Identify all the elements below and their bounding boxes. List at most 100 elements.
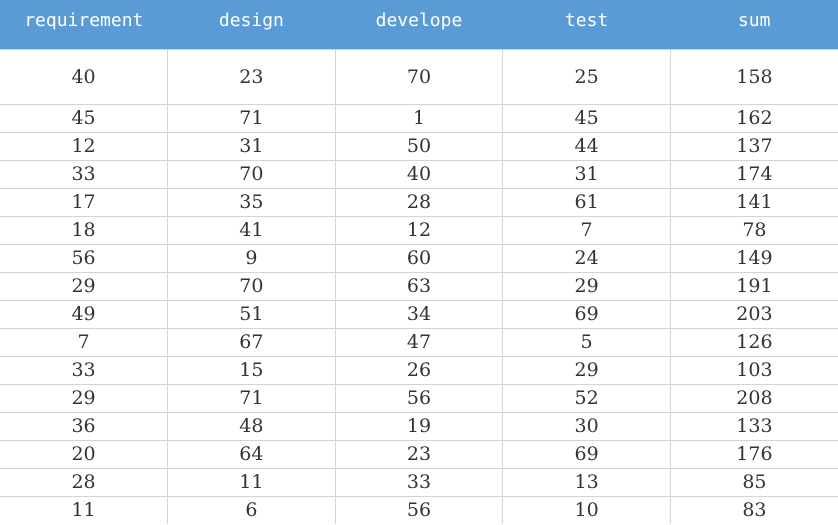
cell-develope[interactable]: 70	[334, 49, 504, 105]
table-row[interactable]: 49 51 34 69 203	[0, 300, 838, 329]
cell-design[interactable]: 11	[167, 468, 336, 497]
cell-sum[interactable]: 83	[669, 496, 838, 524]
cell-develope[interactable]: 28	[334, 188, 504, 217]
cell-develope[interactable]: 12	[334, 216, 504, 245]
cell-develope[interactable]: 60	[334, 244, 504, 273]
cell-design[interactable]: 70	[167, 272, 336, 301]
cell-design[interactable]: 51	[167, 300, 336, 329]
cell-requirement[interactable]: 33	[0, 160, 169, 189]
cell-requirement[interactable]: 12	[0, 132, 169, 161]
cell-test[interactable]: 69	[502, 440, 671, 469]
cell-test[interactable]: 10	[502, 496, 671, 524]
cell-develope[interactable]: 19	[334, 412, 504, 441]
cell-test[interactable]: 44	[502, 132, 671, 161]
cell-requirement[interactable]: 17	[0, 188, 169, 217]
cell-test[interactable]: 45	[502, 104, 671, 133]
cell-requirement[interactable]: 29	[0, 272, 169, 301]
cell-requirement[interactable]: 20	[0, 440, 169, 469]
cell-test[interactable]: 30	[502, 412, 671, 441]
cell-develope[interactable]: 34	[334, 300, 504, 329]
table-row[interactable]: 18 41 12 7 78	[0, 216, 838, 245]
header-sum[interactable]: sum	[670, 0, 838, 50]
cell-sum[interactable]: 162	[669, 104, 838, 133]
cell-test[interactable]: 69	[502, 300, 671, 329]
cell-sum[interactable]: 141	[669, 188, 838, 217]
table-row[interactable]: 12 31 50 44 137	[0, 132, 838, 161]
cell-design[interactable]: 31	[167, 132, 336, 161]
cell-sum[interactable]: 149	[669, 244, 838, 273]
table-row[interactable]: 29 71 56 52 208	[0, 384, 838, 413]
cell-sum[interactable]: 203	[669, 300, 838, 329]
cell-requirement[interactable]: 45	[0, 104, 169, 133]
cell-test[interactable]: 24	[502, 244, 671, 273]
cell-sum[interactable]: 137	[669, 132, 838, 161]
cell-test[interactable]: 29	[502, 356, 671, 385]
cell-design[interactable]: 41	[167, 216, 336, 245]
cell-requirement[interactable]: 11	[0, 496, 169, 524]
cell-sum[interactable]: 133	[669, 412, 838, 441]
cell-requirement[interactable]: 18	[0, 216, 169, 245]
cell-sum[interactable]: 174	[669, 160, 838, 189]
cell-design[interactable]: 23	[167, 49, 336, 105]
cell-test[interactable]: 29	[502, 272, 671, 301]
cell-design[interactable]: 48	[167, 412, 336, 441]
cell-develope[interactable]: 23	[334, 440, 504, 469]
cell-design[interactable]: 9	[167, 244, 336, 273]
cell-design[interactable]: 64	[167, 440, 336, 469]
cell-develope[interactable]: 26	[334, 356, 504, 385]
cell-design[interactable]: 71	[167, 104, 336, 133]
cell-develope[interactable]: 1	[334, 104, 504, 133]
cell-test[interactable]: 25	[502, 49, 671, 105]
table-row[interactable]: 40 23 70 25 158	[0, 49, 838, 105]
table-row[interactable]: 28 11 33 13 85	[0, 468, 838, 497]
cell-design[interactable]: 67	[167, 328, 336, 357]
cell-develope[interactable]: 47	[334, 328, 504, 357]
cell-test[interactable]: 52	[502, 384, 671, 413]
header-design[interactable]: design	[167, 0, 336, 50]
cell-develope[interactable]: 63	[334, 272, 504, 301]
cell-test[interactable]: 7	[502, 216, 671, 245]
header-test[interactable]: test	[502, 0, 671, 50]
cell-design[interactable]: 6	[167, 496, 336, 524]
cell-design[interactable]: 70	[167, 160, 336, 189]
cell-test[interactable]: 13	[502, 468, 671, 497]
cell-design[interactable]: 71	[167, 384, 336, 413]
cell-requirement[interactable]: 36	[0, 412, 169, 441]
cell-requirement[interactable]: 40	[0, 49, 169, 105]
cell-sum[interactable]: 176	[669, 440, 838, 469]
cell-design[interactable]: 35	[167, 188, 336, 217]
table-row[interactable]: 7 67 47 5 126	[0, 328, 838, 357]
cell-develope[interactable]: 40	[334, 160, 504, 189]
table-row[interactable]: 17 35 28 61 141	[0, 188, 838, 217]
cell-sum[interactable]: 191	[669, 272, 838, 301]
cell-sum[interactable]: 103	[669, 356, 838, 385]
cell-develope[interactable]: 33	[334, 468, 504, 497]
cell-design[interactable]: 15	[167, 356, 336, 385]
cell-requirement[interactable]: 28	[0, 468, 169, 497]
table-row[interactable]: 36 48 19 30 133	[0, 412, 838, 441]
header-requirement[interactable]: requirement	[0, 0, 168, 50]
cell-test[interactable]: 31	[502, 160, 671, 189]
cell-sum[interactable]: 158	[669, 49, 838, 105]
header-develope[interactable]: develope	[335, 0, 503, 50]
cell-requirement[interactable]: 49	[0, 300, 169, 329]
cell-requirement[interactable]: 7	[0, 328, 169, 357]
cell-sum[interactable]: 85	[669, 468, 838, 497]
cell-sum[interactable]: 208	[669, 384, 838, 413]
table-row[interactable]: 29 70 63 29 191	[0, 272, 838, 301]
cell-develope[interactable]: 50	[334, 132, 504, 161]
table-row[interactable]: 45 71 1 45 162	[0, 104, 838, 133]
table-row[interactable]: 20 64 23 69 176	[0, 440, 838, 469]
table-row[interactable]: 33 15 26 29 103	[0, 356, 838, 385]
table-row[interactable]: 11 6 56 10 83	[0, 496, 838, 524]
cell-sum[interactable]: 78	[669, 216, 838, 245]
cell-requirement[interactable]: 56	[0, 244, 169, 273]
cell-requirement[interactable]: 33	[0, 356, 169, 385]
cell-develope[interactable]: 56	[334, 496, 504, 524]
table-row[interactable]: 33 70 40 31 174	[0, 160, 838, 189]
cell-requirement[interactable]: 29	[0, 384, 169, 413]
cell-test[interactable]: 61	[502, 188, 671, 217]
cell-develope[interactable]: 56	[334, 384, 504, 413]
cell-test[interactable]: 5	[502, 328, 671, 357]
cell-sum[interactable]: 126	[669, 328, 838, 357]
